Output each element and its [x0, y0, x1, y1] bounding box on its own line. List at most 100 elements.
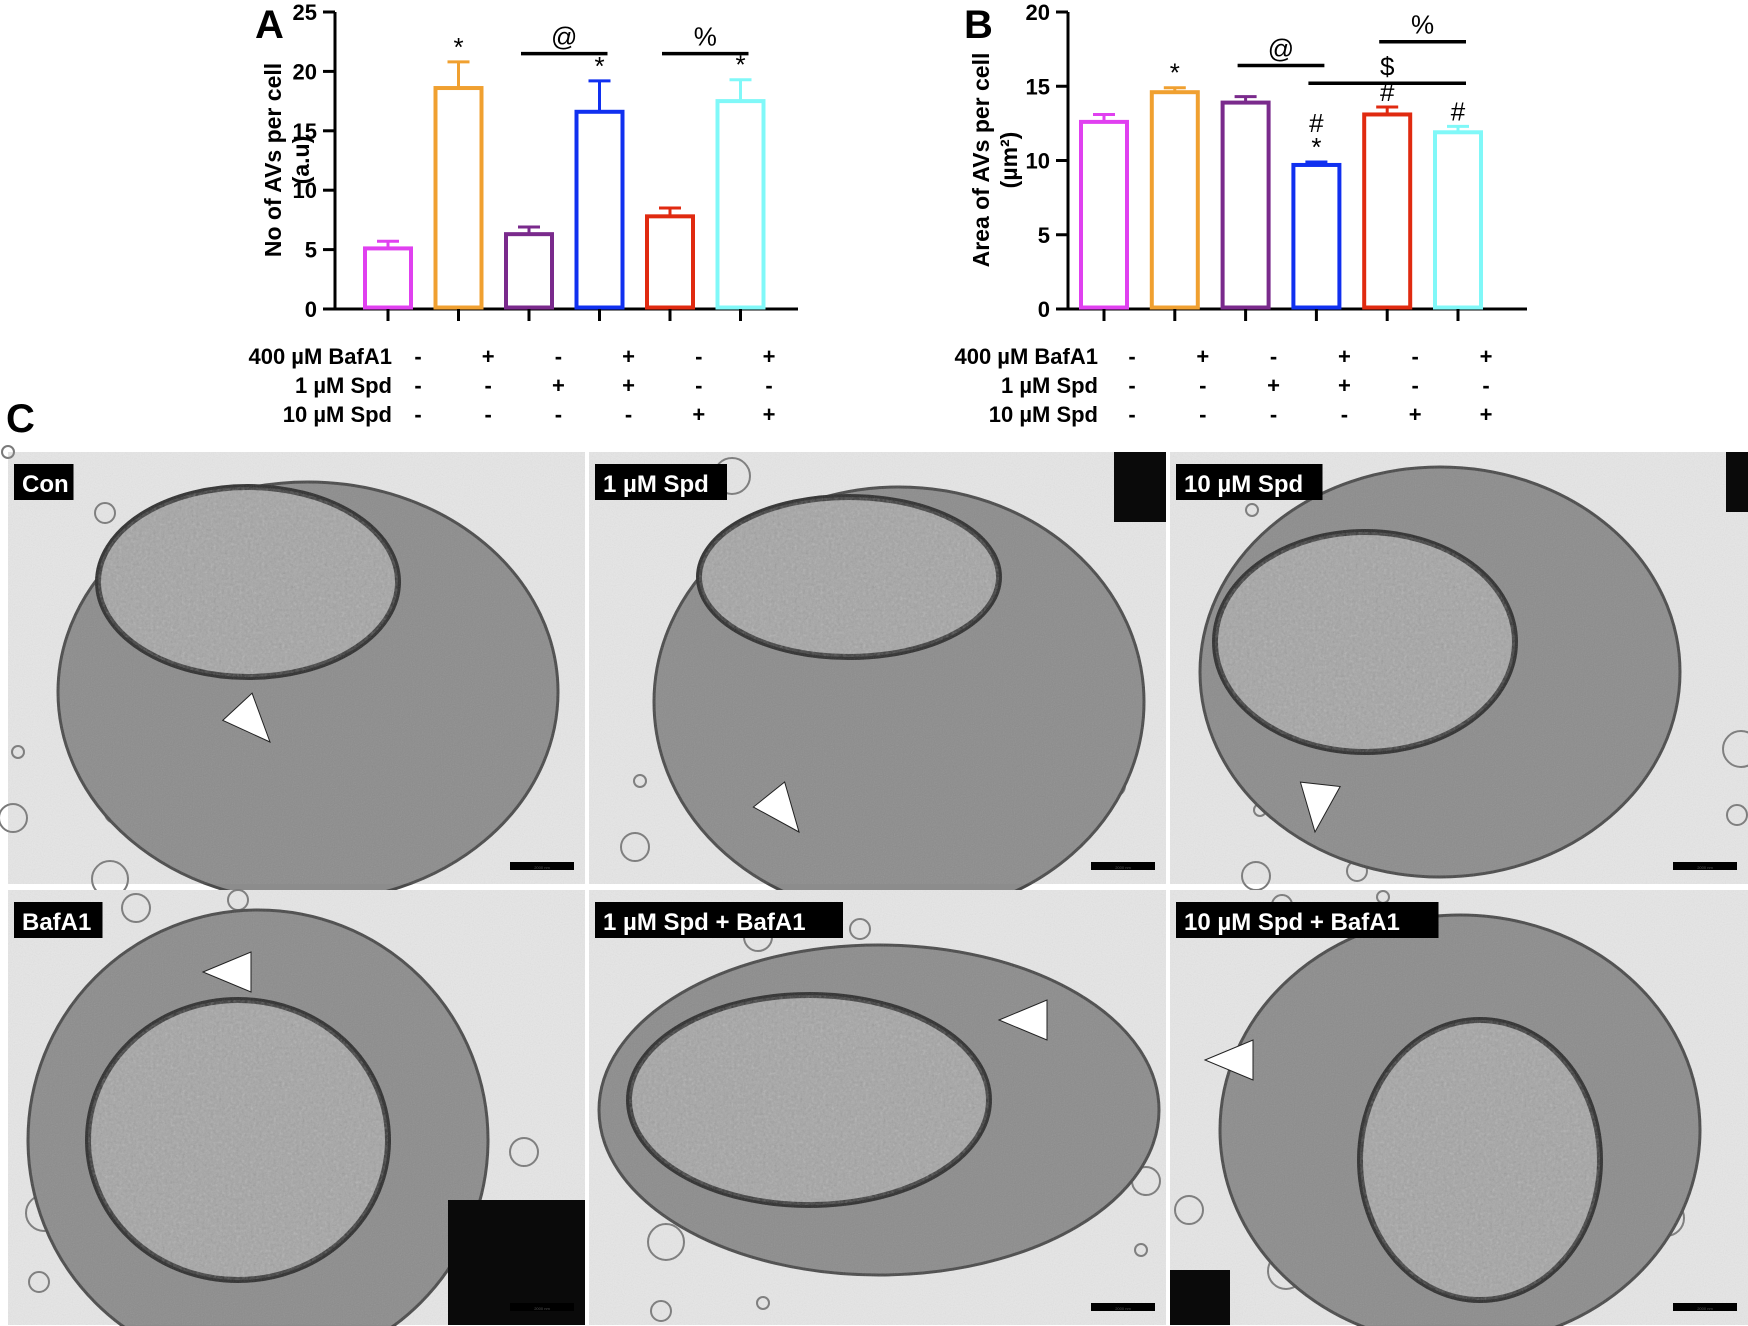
scale-bar — [1673, 1303, 1737, 1311]
arrowhead-marker — [1203, 1039, 1254, 1081]
plus-sign: + — [1409, 402, 1422, 427]
chart-b-ytick-label: 0 — [1038, 297, 1050, 322]
plus-sign: + — [482, 344, 495, 369]
micrograph-panel: BafA1 2000 nm — [8, 889, 585, 1326]
plus-sign: + — [1480, 402, 1493, 427]
chart-a-ytick-label: 0 — [305, 297, 317, 322]
chart-b-bar — [1149, 90, 1200, 310]
minus-sign: - — [485, 402, 492, 427]
minus-sign: - — [1128, 344, 1135, 369]
minus-sign: - — [765, 373, 772, 398]
micrograph-texture — [1170, 890, 1748, 1325]
minus-sign: - — [1199, 373, 1206, 398]
grid-bar — [1726, 452, 1748, 512]
chart-a-bar — [504, 232, 554, 310]
scale-bar-text: 2000 nm — [1697, 865, 1713, 870]
chart-a-ytick-label: 5 — [305, 238, 317, 263]
chart-b-ytick-label: 5 — [1038, 223, 1050, 248]
plus-sign: + — [763, 402, 776, 427]
chart-b-bar — [1291, 162, 1342, 310]
panel-label-box — [595, 902, 843, 938]
micrograph-panel: Con 2000 nm — [0, 445, 585, 904]
plus-sign: + — [763, 344, 776, 369]
chart-a-bar — [645, 214, 695, 310]
minus-sign: - — [414, 373, 421, 398]
plus-sign: + — [622, 373, 635, 398]
panel-label-box — [595, 464, 727, 500]
arrowhead-marker — [997, 999, 1048, 1041]
treatment-label: 1 µM Spd — [1001, 373, 1098, 398]
grid-bar — [1114, 452, 1166, 522]
chart-a-ytick-label: 10 — [293, 178, 317, 203]
minus-sign: - — [1270, 344, 1277, 369]
arrowhead-marker — [201, 951, 252, 993]
panel-letter-a: A — [255, 3, 284, 47]
panel-label: BafA1 — [22, 909, 91, 936]
panel-letter-b: B — [964, 3, 993, 47]
minus-sign: - — [1482, 373, 1489, 398]
minus-sign: - — [555, 402, 562, 427]
panel-label: 10 µM Spd + BafA1 — [1184, 909, 1400, 936]
chart-a-ylabel-line1: No of AVs per cell — [260, 63, 286, 257]
treatment-label: 1 µM Spd — [295, 373, 392, 398]
plus-sign: + — [1338, 373, 1351, 398]
chart-b-comparison-label: $ — [1380, 51, 1395, 81]
plus-sign: + — [1338, 344, 1351, 369]
plus-sign: + — [1196, 344, 1209, 369]
minus-sign: - — [1199, 402, 1206, 427]
chart-b-bar-label: # — [1451, 96, 1466, 126]
scale-bar-text: 2000 nm — [1697, 1306, 1713, 1311]
chart-b-ytick-label: 15 — [1026, 74, 1050, 99]
micrograph-panel: 10 µM Spd 2000 nm — [1170, 452, 1748, 891]
treatment-label: 10 µM Spd — [283, 402, 392, 427]
chart-a-bar — [574, 109, 625, 310]
chart-b: Area of AVs per cell (µm²) 05101520*#*##… — [968, 0, 1527, 322]
plus-sign: + — [1480, 344, 1493, 369]
chart-b-ylabel-line2: (µm²) — [996, 132, 1022, 189]
plus-sign: + — [692, 402, 705, 427]
scale-bar — [510, 862, 574, 870]
chart-a-ylabel-line2: (a.u) — [288, 136, 314, 185]
micrograph-texture — [589, 452, 1166, 884]
arrowhead-marker — [221, 692, 271, 743]
chart-b-bar — [1433, 130, 1483, 310]
scale-bar-text: 2000 nm — [1115, 1306, 1131, 1311]
micrograph-texture — [1170, 452, 1748, 884]
chart-b-ylabel-line1: Area of AVs per cell — [968, 53, 994, 268]
chart-a-ytick-label: 20 — [293, 59, 317, 84]
plus-sign: + — [622, 344, 635, 369]
chart-a-comparison-label: % — [694, 22, 717, 52]
panel-label-box — [14, 464, 74, 500]
plus-sign: + — [1267, 373, 1280, 398]
chart-b-ytick-label: 10 — [1026, 149, 1050, 174]
scale-bar — [510, 1303, 574, 1311]
micrograph-grid: Con 2000 nm 1 µM Spd 2000 nm 10 µM Spd 2000 n… — [0, 445, 1748, 1326]
scale-bar — [1673, 862, 1737, 870]
chart-b-comparison-label: % — [1411, 10, 1434, 40]
minus-sign: - — [695, 373, 702, 398]
minus-sign: - — [625, 402, 632, 427]
panel-label: Con — [22, 471, 69, 498]
scale-bar — [1091, 862, 1155, 870]
panel-letter-c: C — [6, 397, 35, 441]
minus-sign: - — [695, 344, 702, 369]
micrograph-texture — [589, 890, 1166, 1325]
panel-label-box — [14, 902, 103, 938]
chart-b-bar-label: * — [1311, 132, 1321, 162]
chart-b-bar — [1220, 100, 1271, 310]
minus-sign: - — [1412, 344, 1419, 369]
chart-a-bar-label: * — [594, 51, 604, 81]
minus-sign: - — [555, 344, 562, 369]
minus-sign: - — [1341, 402, 1348, 427]
arrowhead-marker — [1299, 781, 1341, 834]
minus-sign: - — [485, 373, 492, 398]
chart-b-ytick-label: 20 — [1026, 0, 1050, 25]
minus-sign: - — [1412, 373, 1419, 398]
chart-a-bar — [433, 86, 484, 310]
chart-a-bar-label: * — [735, 50, 745, 80]
micrograph-panel: 10 µM Spd + BafA1 2000 nm — [1170, 890, 1748, 1326]
chart-a-bar — [363, 246, 413, 310]
chart-b-bar — [1362, 112, 1413, 310]
chart-b-bar-label: # — [1309, 108, 1324, 138]
